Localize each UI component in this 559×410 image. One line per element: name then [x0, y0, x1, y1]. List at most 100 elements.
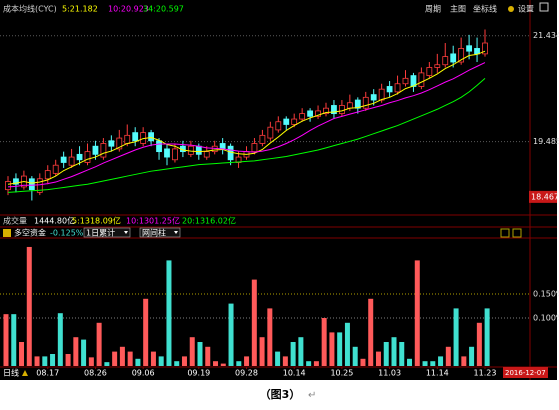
candle-body — [116, 137, 123, 150]
toolbar-button[interactable]: 主图 — [450, 4, 466, 14]
candle-body — [450, 53, 457, 63]
toolbar-button[interactable]: 周期 — [425, 5, 441, 14]
bar — [166, 260, 172, 366]
bar — [438, 356, 444, 366]
toolbar-button[interactable]: 坐标线 — [473, 4, 497, 14]
candle-body — [331, 105, 337, 115]
bar — [57, 313, 63, 366]
candle-body — [5, 181, 11, 191]
dropdown-arrow[interactable] — [124, 231, 128, 234]
chart-background — [0, 0, 557, 380]
candle-body — [307, 110, 314, 117]
x-tick-label: 10.14 — [283, 369, 306, 378]
gear-icon[interactable] — [508, 6, 514, 12]
bar — [96, 322, 102, 366]
candle-body — [426, 67, 433, 77]
period-icon[interactable] — [22, 370, 28, 376]
bar — [127, 351, 133, 366]
panel-icon[interactable] — [512, 228, 522, 238]
dropdown-arrow[interactable] — [174, 231, 178, 234]
x-tick-label: 11.23 — [474, 369, 497, 378]
candle-body — [251, 143, 258, 153]
candle-body — [474, 48, 480, 55]
candle-body — [164, 148, 170, 158]
candle-body — [219, 143, 226, 150]
current-value: -0.125% — [50, 229, 84, 238]
candle-body — [60, 156, 67, 163]
volume-label: 10:1301.25亿 — [126, 216, 180, 226]
candle-body — [203, 151, 210, 158]
selector[interactable]: 网间柱 — [142, 228, 166, 238]
bar — [244, 356, 250, 366]
candle-body — [323, 107, 329, 115]
selector-box[interactable] — [139, 227, 181, 238]
toolbar-button[interactable]: 设置 — [518, 4, 534, 14]
x-tick-label: 08.26 — [84, 369, 107, 378]
legend-entry: 5:21.182 — [62, 5, 98, 14]
chart-title: 成本均线(CYC) — [3, 4, 57, 14]
selector-box[interactable] — [83, 227, 131, 238]
bar — [414, 260, 420, 366]
bar — [65, 354, 71, 366]
y-tick-label: 21.434 — [533, 31, 559, 40]
candle-body — [148, 132, 155, 142]
candle-body — [124, 134, 131, 144]
candle-body — [434, 64, 441, 68]
caption: （图3） — [260, 388, 301, 401]
bar — [267, 308, 273, 366]
bar — [197, 342, 203, 366]
bar — [313, 361, 319, 366]
candle-body — [195, 145, 202, 155]
bar — [104, 362, 110, 366]
help-icon[interactable] — [3, 229, 11, 237]
candle-body — [187, 145, 194, 155]
candle-body — [346, 102, 353, 109]
candle-body — [76, 153, 83, 161]
bar — [329, 332, 335, 366]
bar — [337, 332, 343, 366]
bar — [344, 322, 350, 366]
candle-body — [370, 94, 377, 101]
bar — [399, 342, 405, 366]
bar — [383, 342, 389, 366]
bar — [453, 308, 459, 366]
candle-body — [172, 148, 178, 161]
window-icon[interactable] — [539, 2, 549, 12]
bar — [306, 361, 312, 366]
candle-body — [402, 77, 409, 85]
candle-body — [44, 170, 51, 180]
panel-title: 多空资金 — [14, 228, 46, 238]
period-label: 日线 — [3, 368, 19, 378]
bar — [189, 337, 195, 366]
candle-body — [235, 156, 242, 163]
candle-body — [156, 140, 162, 153]
candle-body — [36, 178, 43, 193]
bar — [484, 308, 490, 366]
bar — [150, 351, 156, 366]
bar — [275, 351, 281, 366]
candle-body — [299, 113, 306, 120]
bar — [251, 279, 257, 366]
bar — [236, 361, 242, 366]
x-tick-label: 11.03 — [378, 369, 401, 378]
selector[interactable]: 1日累计 — [86, 228, 115, 238]
bar — [476, 322, 482, 366]
bar — [360, 358, 366, 366]
y-tick-label: 0.150% — [533, 290, 559, 299]
candle-body — [52, 164, 59, 174]
candle-body — [338, 105, 345, 115]
x-tick-label: 10.25 — [330, 369, 353, 378]
bar — [112, 351, 118, 366]
bar — [259, 337, 265, 366]
bar — [220, 363, 226, 366]
panel-icon[interactable] — [500, 228, 510, 238]
bar — [205, 346, 211, 366]
x-tick-label: 08.17 — [36, 369, 59, 378]
candle-body — [100, 143, 107, 158]
bar — [368, 298, 374, 366]
candle-body — [458, 48, 465, 63]
bar — [3, 314, 9, 366]
candle-body — [442, 56, 449, 66]
